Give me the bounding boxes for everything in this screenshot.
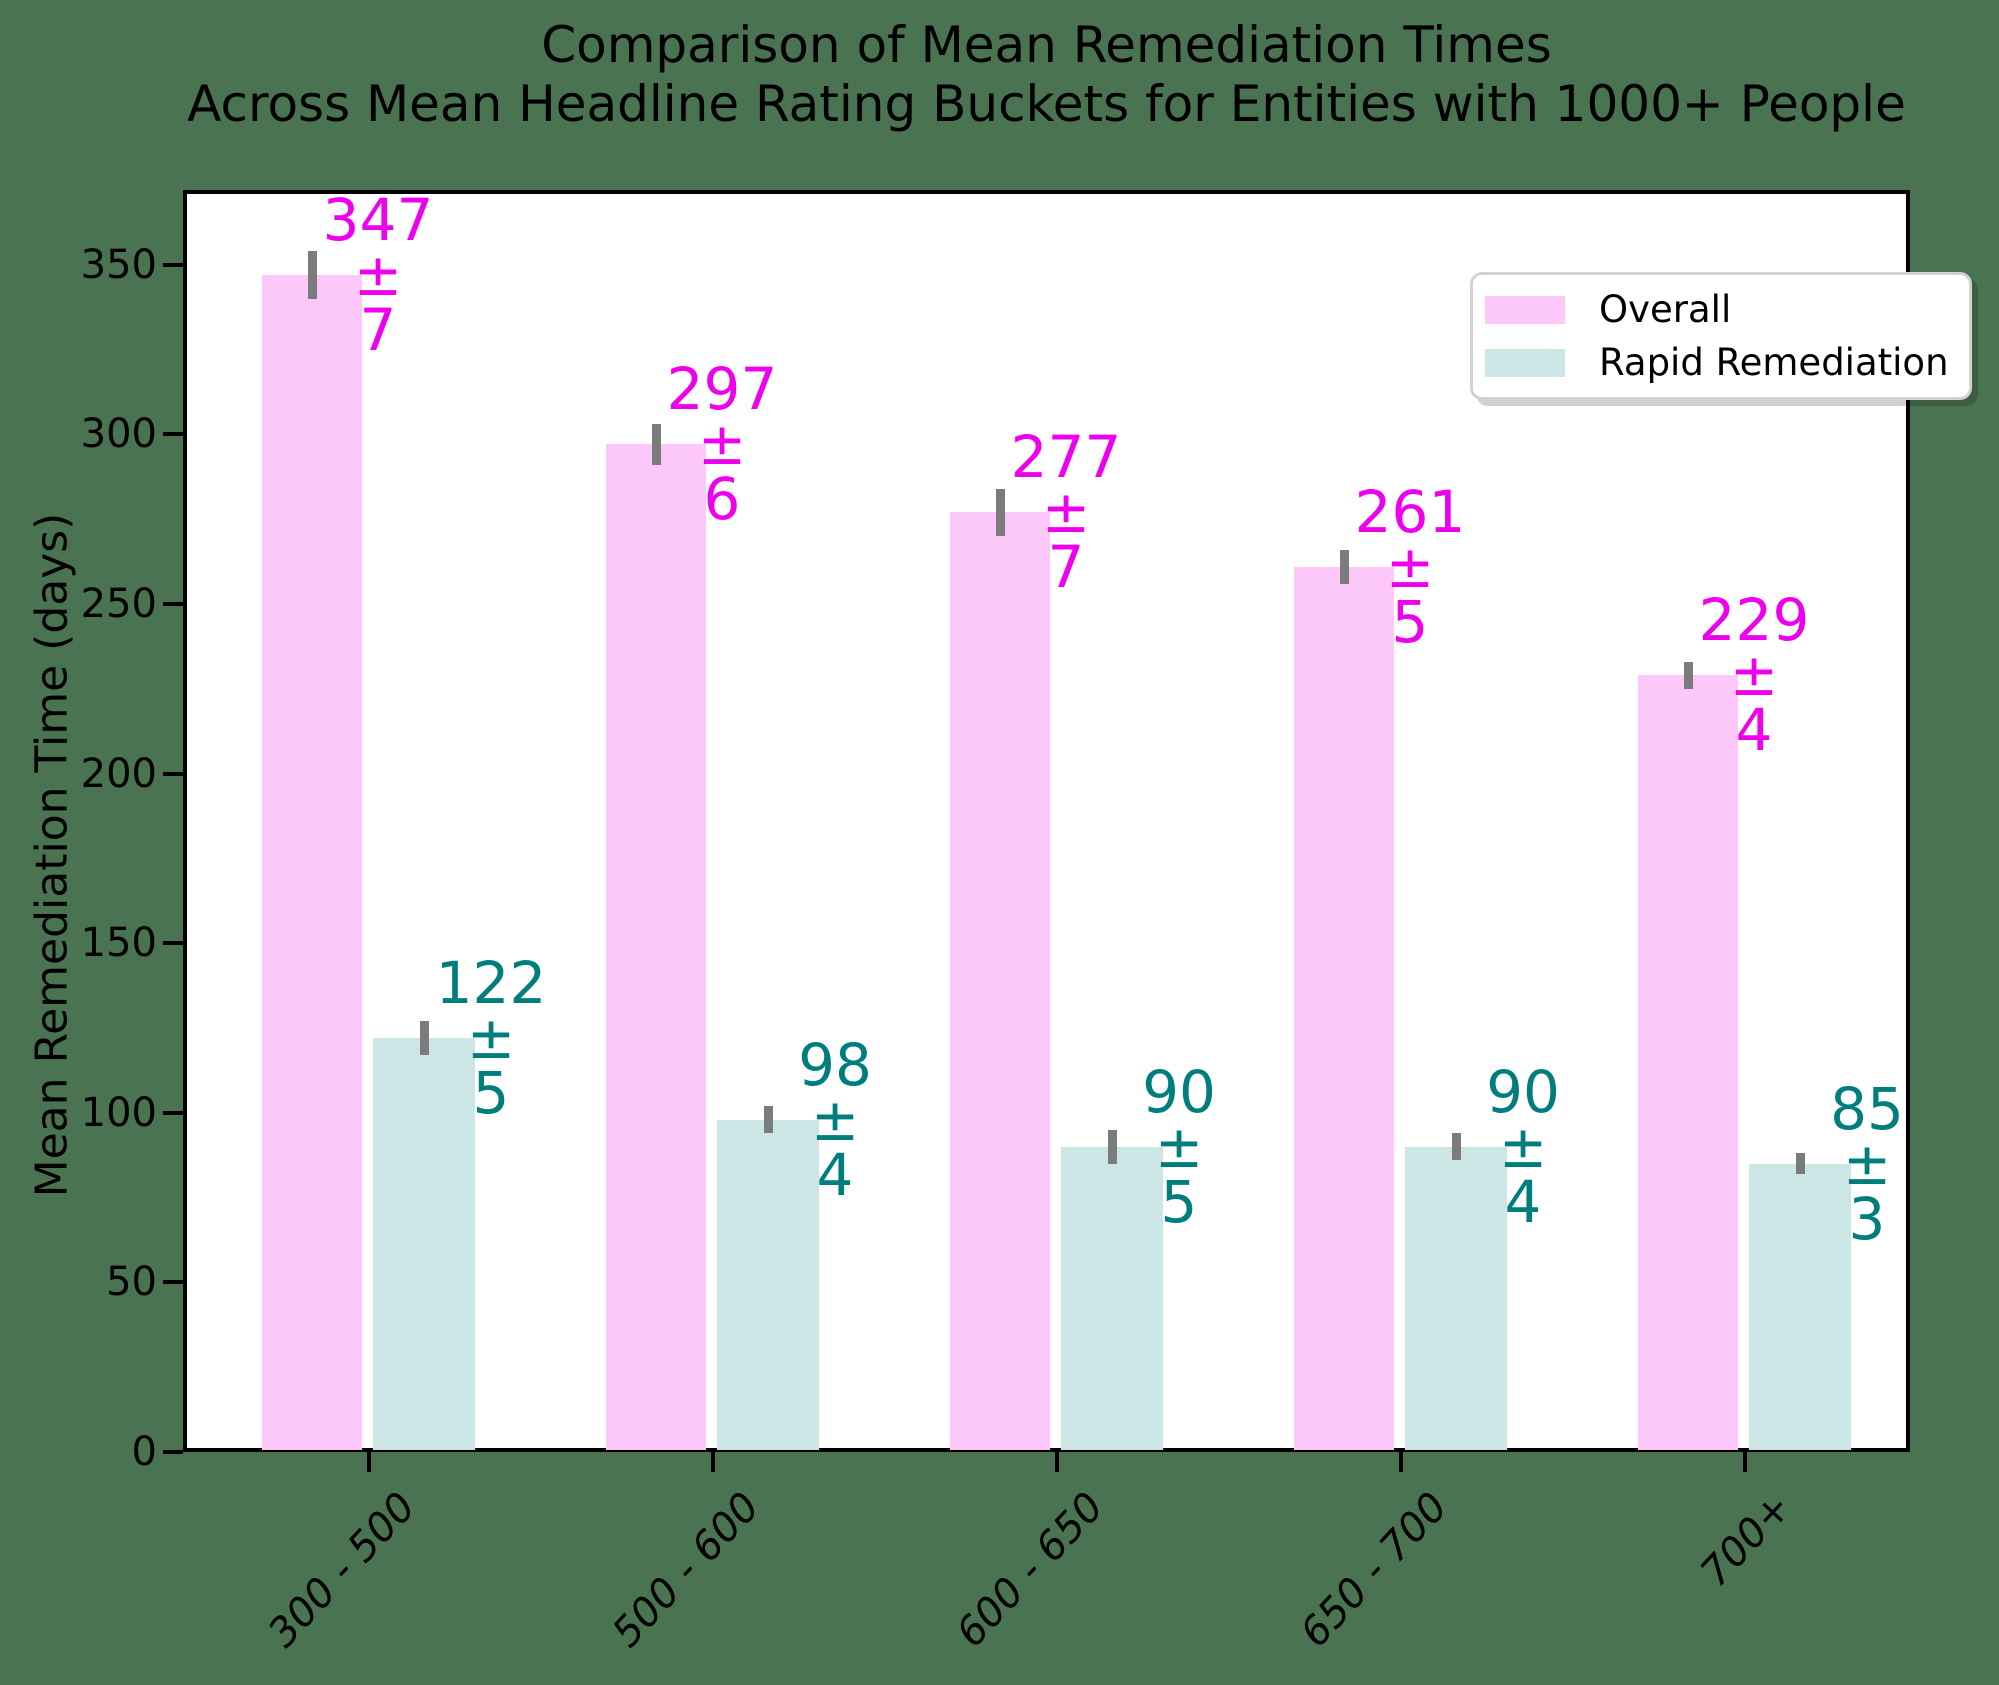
x-tick-mark	[1055, 1452, 1059, 1472]
x-tick-mark	[1743, 1452, 1747, 1472]
y-tick-label: 0	[131, 1429, 157, 1475]
legend-swatch-overall	[1485, 295, 1565, 324]
y-tick-mark	[163, 771, 183, 776]
x-tick-label-700+: 700+	[1692, 1484, 1801, 1596]
value-label-line: 5	[1160, 1167, 1198, 1236]
value-label-line: ±	[466, 1004, 516, 1073]
x-tick-mark	[367, 1452, 371, 1472]
error-bar-rapid-remediation-4	[1795, 1153, 1805, 1174]
value-label-line: 261	[1354, 477, 1466, 546]
value-label-line: 90	[1486, 1057, 1560, 1126]
value-label-line: 4	[1504, 1167, 1542, 1236]
value-label-overall-2: 277 ±7	[896, 423, 1236, 602]
error-bar-overall-3	[1339, 549, 1349, 584]
error-bar-overall-0	[307, 251, 317, 299]
y-tick-label: 100	[80, 1089, 157, 1136]
y-tick-mark	[163, 1450, 183, 1454]
error-bar-overall-4	[1683, 661, 1693, 689]
y-tick-mark	[163, 262, 183, 267]
bar-overall-1	[606, 444, 706, 1450]
value-label-line: 85	[1830, 1074, 1904, 1143]
error-bar-overall-2	[995, 488, 1005, 537]
value-label-line: 5	[1391, 587, 1429, 656]
legend-item-rapid-remediation: Rapid Remediation	[1485, 341, 1957, 384]
value-label-line: 7	[1047, 533, 1085, 602]
legend-swatch-rapid-remediation	[1485, 348, 1565, 377]
y-tick-label: 350	[80, 241, 157, 288]
value-label-line: 277	[1010, 423, 1122, 492]
value-label-line: 3	[1848, 1184, 1886, 1253]
value-label-line: ±	[1842, 1129, 1892, 1198]
value-label-line: ±	[1041, 478, 1091, 547]
value-label-overall-0: 347 ±7	[208, 185, 548, 364]
value-label-rapid-remediation-4: 85 ±3	[1697, 1074, 1999, 1253]
value-label-overall-4: 229 ±4	[1584, 586, 1924, 765]
x-tick-label-600-650: 600 - 650	[947, 1484, 1113, 1657]
value-label-line: 4	[816, 1140, 854, 1209]
value-label-line: 122	[435, 949, 547, 1018]
error-bar-overall-1	[651, 424, 661, 465]
bar-rapid-remediation-3	[1405, 1146, 1507, 1450]
legend: Overall Rapid Remediation	[1470, 272, 1972, 400]
y-tick-mark	[163, 601, 183, 606]
y-tick-label: 50	[106, 1259, 157, 1306]
value-label-line: 5	[472, 1059, 510, 1128]
error-bar-rapid-remediation-0	[419, 1021, 429, 1056]
value-label-line: ±	[1729, 641, 1779, 710]
value-label-line: 98	[798, 1030, 872, 1099]
value-label-line: ±	[353, 240, 403, 309]
bar-rapid-remediation-4	[1749, 1163, 1851, 1450]
y-tick-label: 150	[80, 920, 157, 967]
value-label-rapid-remediation-3: 90 ±4	[1353, 1057, 1693, 1236]
error-bar-rapid-remediation-2	[1107, 1129, 1117, 1164]
value-label-rapid-remediation-0: 122 ±5	[321, 949, 661, 1128]
chart-title-line2: Across Mean Headline Rating Buckets for …	[187, 75, 1906, 133]
value-label-line: 90	[1142, 1057, 1216, 1126]
bar-overall-4	[1638, 675, 1738, 1450]
value-label-overall-3: 261 ±5	[1240, 477, 1580, 656]
y-tick-label: 200	[80, 750, 157, 797]
value-label-rapid-remediation-1: 98 ±4	[665, 1030, 1005, 1209]
error-bar-rapid-remediation-3	[1451, 1133, 1461, 1161]
value-label-line: ±	[697, 410, 747, 479]
bar-overall-3	[1294, 566, 1394, 1450]
y-tick-mark	[163, 1110, 183, 1115]
value-label-line: 7	[359, 295, 397, 364]
bar-rapid-remediation-1	[717, 1119, 819, 1450]
value-label-line: ±	[810, 1085, 860, 1154]
y-tick-label: 300	[80, 411, 157, 458]
bar-rapid-remediation-2	[1061, 1146, 1163, 1450]
bar-overall-2	[950, 512, 1050, 1450]
bar-overall-0	[262, 274, 362, 1450]
value-label-line: 6	[703, 465, 741, 534]
y-tick-mark	[163, 432, 183, 437]
value-label-rapid-remediation-2: 90 ±5	[1009, 1057, 1349, 1236]
x-tick-mark	[711, 1452, 715, 1472]
value-label-line: ±	[1154, 1112, 1204, 1181]
x-tick-label-300-500: 300 - 500	[259, 1484, 425, 1657]
bar-rapid-remediation-0	[373, 1038, 475, 1450]
value-label-line: ±	[1498, 1112, 1548, 1181]
y-tick-mark	[163, 941, 183, 946]
legend-label-rapid-remediation: Rapid Remediation	[1599, 341, 1949, 384]
y-tick-label: 250	[80, 580, 157, 627]
value-label-line: 229	[1698, 586, 1810, 655]
legend-label-overall: Overall	[1599, 288, 1732, 331]
value-label-line: ±	[1385, 532, 1435, 601]
chart-title-line1: Comparison of Mean Remediation Times	[541, 16, 1552, 74]
x-tick-mark	[1399, 1452, 1403, 1472]
value-label-line: 4	[1735, 696, 1773, 765]
legend-item-overall: Overall	[1485, 288, 1957, 331]
value-label-line: 347	[322, 185, 434, 254]
y-tick-mark	[163, 1280, 183, 1285]
x-tick-label-500-600: 500 - 600	[603, 1484, 769, 1657]
value-label-overall-1: 297 ±6	[552, 355, 892, 534]
x-tick-label-650-700: 650 - 700	[1291, 1484, 1457, 1657]
value-label-line: 297	[666, 355, 778, 424]
error-bar-rapid-remediation-1	[763, 1105, 773, 1134]
